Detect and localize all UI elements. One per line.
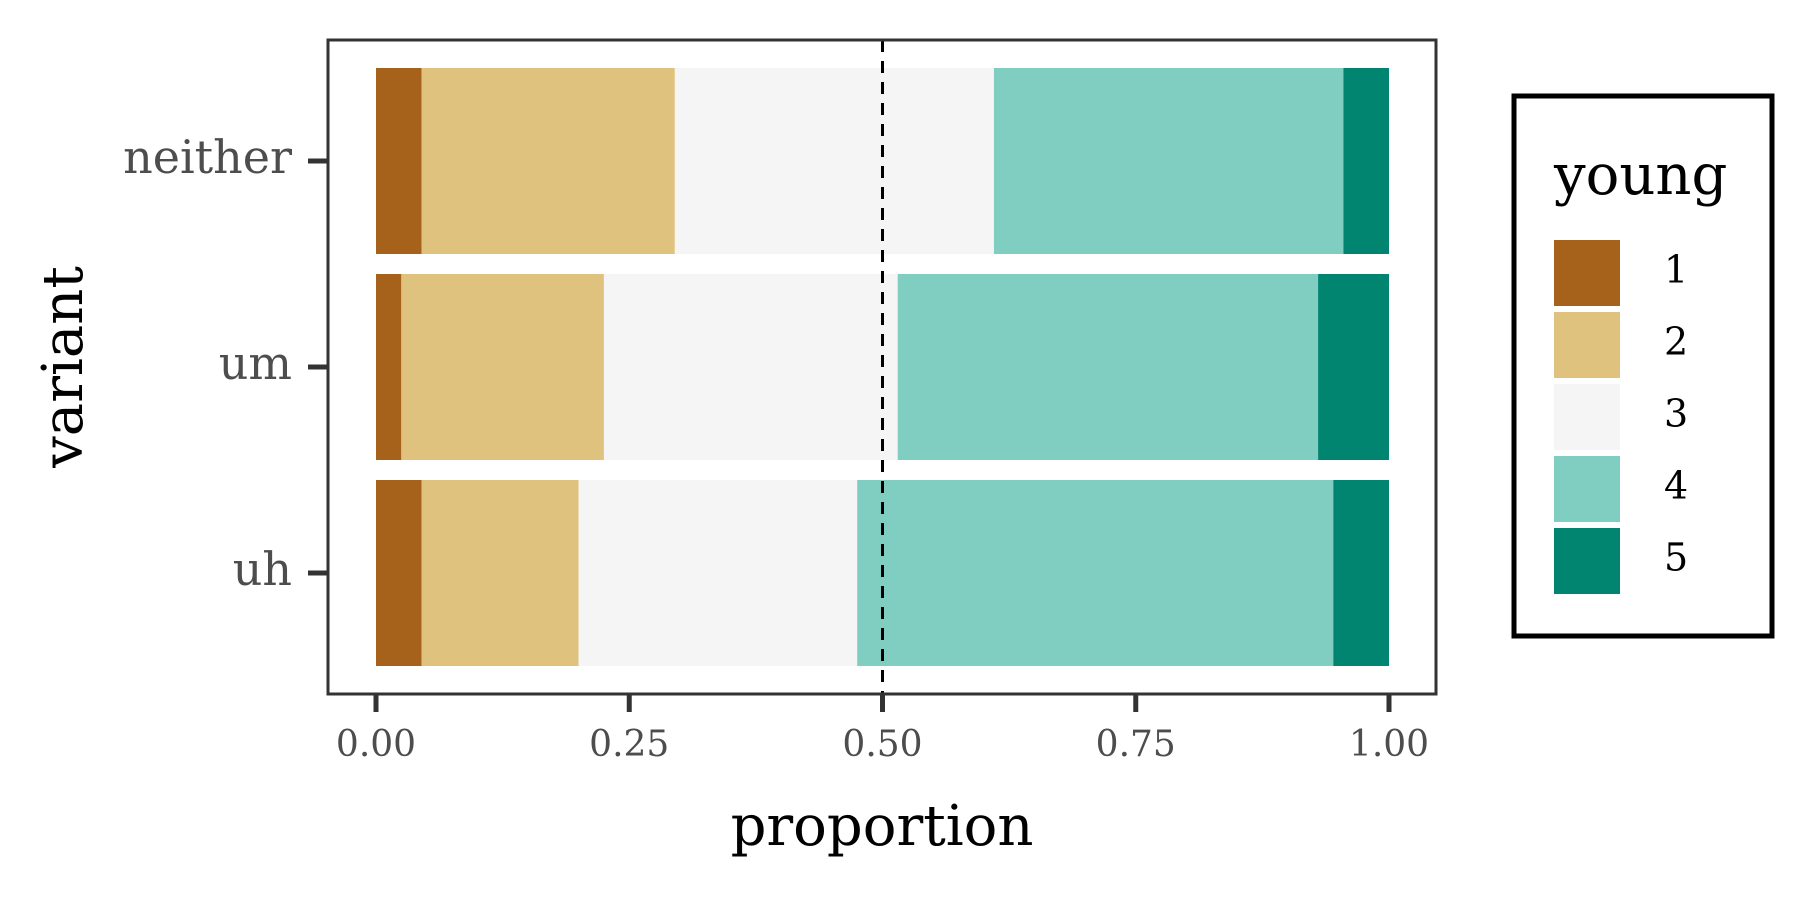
y-axis-title: variant — [31, 266, 96, 469]
legend-key-2 — [1554, 312, 1620, 378]
x-axis: 0.00 0.25 0.50 0.75 1.00 — [336, 694, 1429, 765]
legend-key-5 — [1554, 528, 1620, 594]
legend-key-1 — [1554, 240, 1620, 306]
legend-title: young — [1553, 143, 1727, 208]
y-tick-label-um: um — [219, 336, 292, 390]
bar-um-3 — [603, 274, 898, 460]
legend: young 1 2 3 4 5 — [1511, 93, 1775, 639]
bars-layer — [376, 68, 1389, 666]
legend-label-5: 5 — [1664, 536, 1688, 580]
x-tick-label: 1.00 — [1349, 724, 1429, 765]
y-axis: neither um uh — [123, 130, 328, 596]
legend-items: 1 2 3 4 5 — [1554, 240, 1688, 594]
x-tick-label: 0.25 — [589, 724, 669, 765]
bar-um-4 — [897, 274, 1319, 460]
bar-neither-5 — [1343, 68, 1389, 254]
bar-neither-2 — [421, 68, 675, 254]
x-tick-label: 0.75 — [1096, 724, 1176, 765]
legend-label-3: 3 — [1664, 392, 1688, 436]
legend-label-1: 1 — [1664, 248, 1688, 292]
bar-neither-4 — [993, 68, 1344, 254]
bar-neither-3 — [674, 68, 994, 254]
x-tick-label: 0.50 — [842, 724, 922, 765]
legend-label-4: 4 — [1664, 464, 1688, 508]
x-axis-title: proportion — [731, 794, 1034, 859]
bar-uh-4 — [857, 480, 1334, 666]
x-tick-label: 0.00 — [336, 724, 416, 765]
y-tick-label-uh: uh — [233, 542, 292, 596]
bar-neither-1 — [376, 68, 422, 254]
bar-uh-1 — [376, 480, 422, 666]
legend-label-2: 2 — [1664, 320, 1688, 364]
bar-um-2 — [401, 274, 604, 460]
bar-um-5 — [1318, 274, 1389, 460]
bar-um-1 — [376, 274, 402, 460]
bar-uh-5 — [1333, 480, 1389, 666]
bar-uh-2 — [421, 480, 579, 666]
y-tick-label-neither: neither — [123, 130, 292, 184]
legend-key-3 — [1554, 384, 1620, 450]
legend-key-4 — [1554, 456, 1620, 522]
bar-uh-3 — [578, 480, 858, 666]
